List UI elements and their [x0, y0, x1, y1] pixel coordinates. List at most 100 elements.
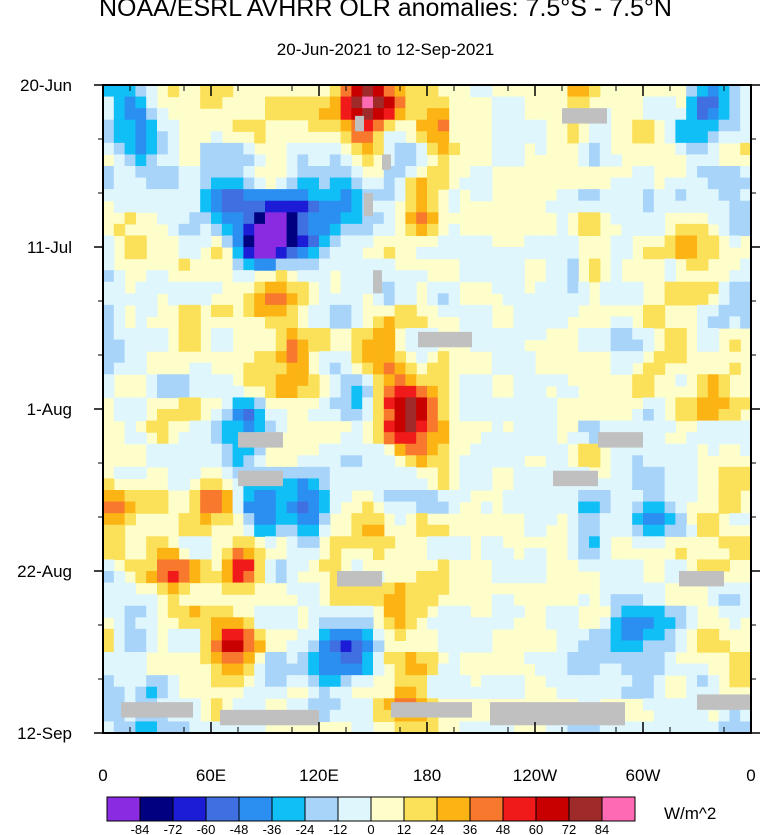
anomaly-cell — [340, 466, 352, 480]
anomaly-cell — [643, 108, 655, 121]
anomaly-cell — [351, 108, 363, 121]
anomaly-cell — [308, 154, 320, 167]
anomaly-cell — [664, 652, 676, 665]
anomaly-cell — [178, 536, 190, 549]
anomaly-cell — [351, 385, 363, 399]
anomaly-cell — [243, 362, 255, 375]
anomaly-cell — [362, 351, 374, 364]
anomaly-cell — [621, 189, 633, 202]
anomaly-cell — [221, 409, 234, 422]
anomaly-cell — [189, 501, 201, 514]
anomaly-cell — [405, 212, 417, 225]
anomaly-cell — [340, 698, 352, 711]
anomaly-cell — [632, 223, 644, 237]
anomaly-cell — [340, 432, 352, 445]
anomaly-cell — [383, 605, 396, 618]
anomaly-cell — [589, 223, 601, 237]
anomaly-cell — [697, 258, 709, 271]
anomaly-cell — [405, 594, 417, 607]
anomaly-cell — [740, 721, 751, 733]
anomaly-cell — [664, 524, 676, 537]
anomaly-cell — [329, 258, 342, 271]
anomaly-cell — [265, 675, 277, 688]
anomaly-cell — [232, 247, 244, 260]
anomaly-cell — [362, 524, 374, 537]
anomaly-cell — [437, 420, 450, 433]
anomaly-cell — [146, 200, 158, 213]
anomaly-cell — [513, 281, 525, 294]
anomaly-cell — [599, 686, 612, 699]
anomaly-cell — [103, 536, 115, 549]
anomaly-cell — [718, 397, 730, 410]
anomaly-cell — [167, 212, 180, 225]
anomaly-cell — [675, 455, 687, 468]
anomaly-cell — [729, 663, 741, 676]
anomaly-cell — [157, 443, 169, 456]
anomaly-cell — [103, 108, 115, 121]
anomaly-cell — [513, 571, 525, 584]
anomaly-cell — [211, 443, 223, 456]
anomaly-cell — [513, 443, 525, 456]
anomaly-cell — [643, 316, 655, 329]
anomaly-cell — [351, 235, 363, 248]
anomaly-cell — [297, 640, 309, 653]
anomaly-cell — [362, 270, 374, 283]
anomaly-cell — [340, 443, 352, 456]
anomaly-cell — [632, 166, 644, 179]
anomaly-cell — [200, 212, 212, 225]
anomaly-cell — [589, 490, 601, 503]
anomaly-cell — [481, 640, 493, 653]
anomaly-cell — [319, 455, 331, 468]
anomaly-cell — [470, 686, 482, 699]
anomaly-cell — [491, 281, 504, 294]
anomaly-cell — [211, 328, 223, 341]
anomaly-cell — [513, 675, 525, 688]
anomaly-cell — [610, 420, 622, 433]
anomaly-cell — [686, 85, 698, 98]
anomaly-cell — [200, 432, 212, 445]
anomaly-cell — [567, 490, 579, 503]
anomaly-cell — [556, 385, 568, 399]
anomaly-cell — [189, 166, 201, 179]
anomaly-cell — [599, 501, 612, 514]
anomaly-cell — [340, 293, 352, 306]
anomaly-cell — [124, 640, 136, 653]
anomaly-cell — [729, 316, 741, 329]
anomaly-cell — [643, 617, 655, 630]
anomaly-cell — [232, 617, 244, 630]
anomaly-cell — [621, 293, 633, 306]
anomaly-cell — [200, 652, 212, 665]
anomaly-cell — [189, 420, 201, 433]
anomaly-cell — [362, 374, 374, 387]
anomaly-cell — [275, 559, 288, 572]
anomaly-cell — [599, 420, 612, 433]
anomaly-cell — [373, 293, 385, 306]
anomaly-cell — [459, 258, 471, 271]
anomaly-cell — [211, 721, 223, 733]
anomaly-cell — [545, 200, 558, 213]
anomaly-cell — [308, 108, 320, 121]
anomaly-cell — [556, 316, 568, 329]
anomaly-cell — [729, 605, 741, 618]
anomaly-cell — [621, 339, 633, 352]
anomaly-cell — [157, 559, 169, 572]
anomaly-cell — [124, 594, 136, 607]
anomaly-cell — [437, 374, 450, 387]
anomaly-cell — [675, 628, 687, 642]
anomaly-cell — [189, 200, 201, 213]
anomaly-cell — [459, 547, 471, 561]
anomaly-cell — [491, 270, 504, 283]
anomaly-cell — [178, 513, 190, 526]
anomaly-cell — [200, 490, 212, 503]
anomaly-cell — [535, 501, 547, 514]
anomaly-cell — [373, 108, 385, 121]
anomaly-cell — [513, 119, 525, 132]
anomaly-cell — [254, 409, 266, 422]
anomaly-cell — [664, 281, 676, 294]
anomaly-cell — [286, 536, 298, 549]
anomaly-cell — [427, 119, 439, 132]
anomaly-cell — [491, 397, 504, 410]
anomaly-cell — [470, 397, 482, 410]
anomaly-cell — [653, 501, 666, 514]
anomaly-cell — [243, 166, 255, 179]
